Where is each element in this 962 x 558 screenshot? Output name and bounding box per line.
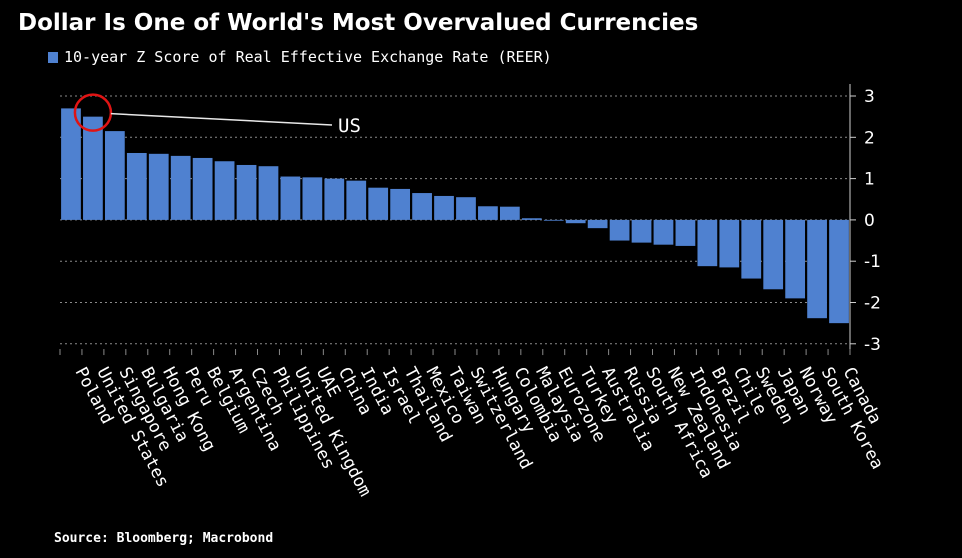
- bar: [214, 161, 235, 220]
- bar: [807, 219, 827, 319]
- y-axis: 3 2 1 0 -1 -2 -3: [59, 84, 881, 356]
- bar: [346, 180, 367, 220]
- legend-label: 10-year Z Score of Real Effective Exchan…: [64, 48, 552, 66]
- y-tick-label: -2: [864, 294, 881, 314]
- bar: [324, 178, 345, 220]
- y-tick-label: 0: [864, 211, 875, 231]
- source-note: Source: Bloomberg; Macrobond: [54, 531, 274, 546]
- bar: [741, 219, 762, 279]
- bar: [829, 219, 849, 324]
- bar: [521, 218, 542, 220]
- chart-title: Dollar Is One of World's Most Overvalued…: [18, 10, 699, 36]
- bar: [456, 197, 476, 220]
- bar: [631, 219, 652, 243]
- bar: [236, 164, 257, 220]
- bars: [61, 108, 849, 324]
- legend: 10-year Z Score of Real Effective Exchan…: [48, 48, 552, 66]
- bar: [126, 152, 147, 220]
- bar: [565, 219, 586, 224]
- bar: [478, 206, 498, 220]
- bar: [609, 219, 630, 241]
- bar: [368, 187, 389, 220]
- bar: [302, 177, 323, 220]
- bar: [719, 219, 740, 268]
- bar: [192, 157, 213, 220]
- annotation-label: US: [338, 115, 361, 137]
- bar: [390, 188, 411, 220]
- y-tick-label: 3: [864, 87, 875, 107]
- bar: [499, 206, 520, 220]
- bar: [653, 219, 674, 245]
- bar: [587, 219, 608, 229]
- y-tick-label: -1: [864, 252, 881, 272]
- annotation-leader-line: [110, 112, 333, 126]
- y-tick-label: 1: [864, 170, 875, 190]
- grid-lines: [60, 95, 850, 345]
- bar: [412, 193, 432, 220]
- bar: [675, 219, 696, 246]
- highlight-circle: [73, 93, 113, 132]
- bar: [104, 131, 125, 220]
- bar: [543, 219, 564, 221]
- annotation: US: [73, 93, 361, 137]
- bar: [148, 153, 169, 220]
- bar: [258, 166, 279, 220]
- bar: [83, 116, 103, 220]
- bar: [785, 219, 806, 299]
- bar: [697, 219, 718, 267]
- y-tick-label: 2: [864, 128, 875, 148]
- bar: [170, 155, 191, 220]
- bar: [763, 219, 784, 290]
- bar: [434, 195, 454, 220]
- legend-swatch: [48, 52, 58, 63]
- y-tick-label: -3: [864, 335, 881, 355]
- bar: [61, 108, 81, 220]
- bar: [280, 176, 301, 220]
